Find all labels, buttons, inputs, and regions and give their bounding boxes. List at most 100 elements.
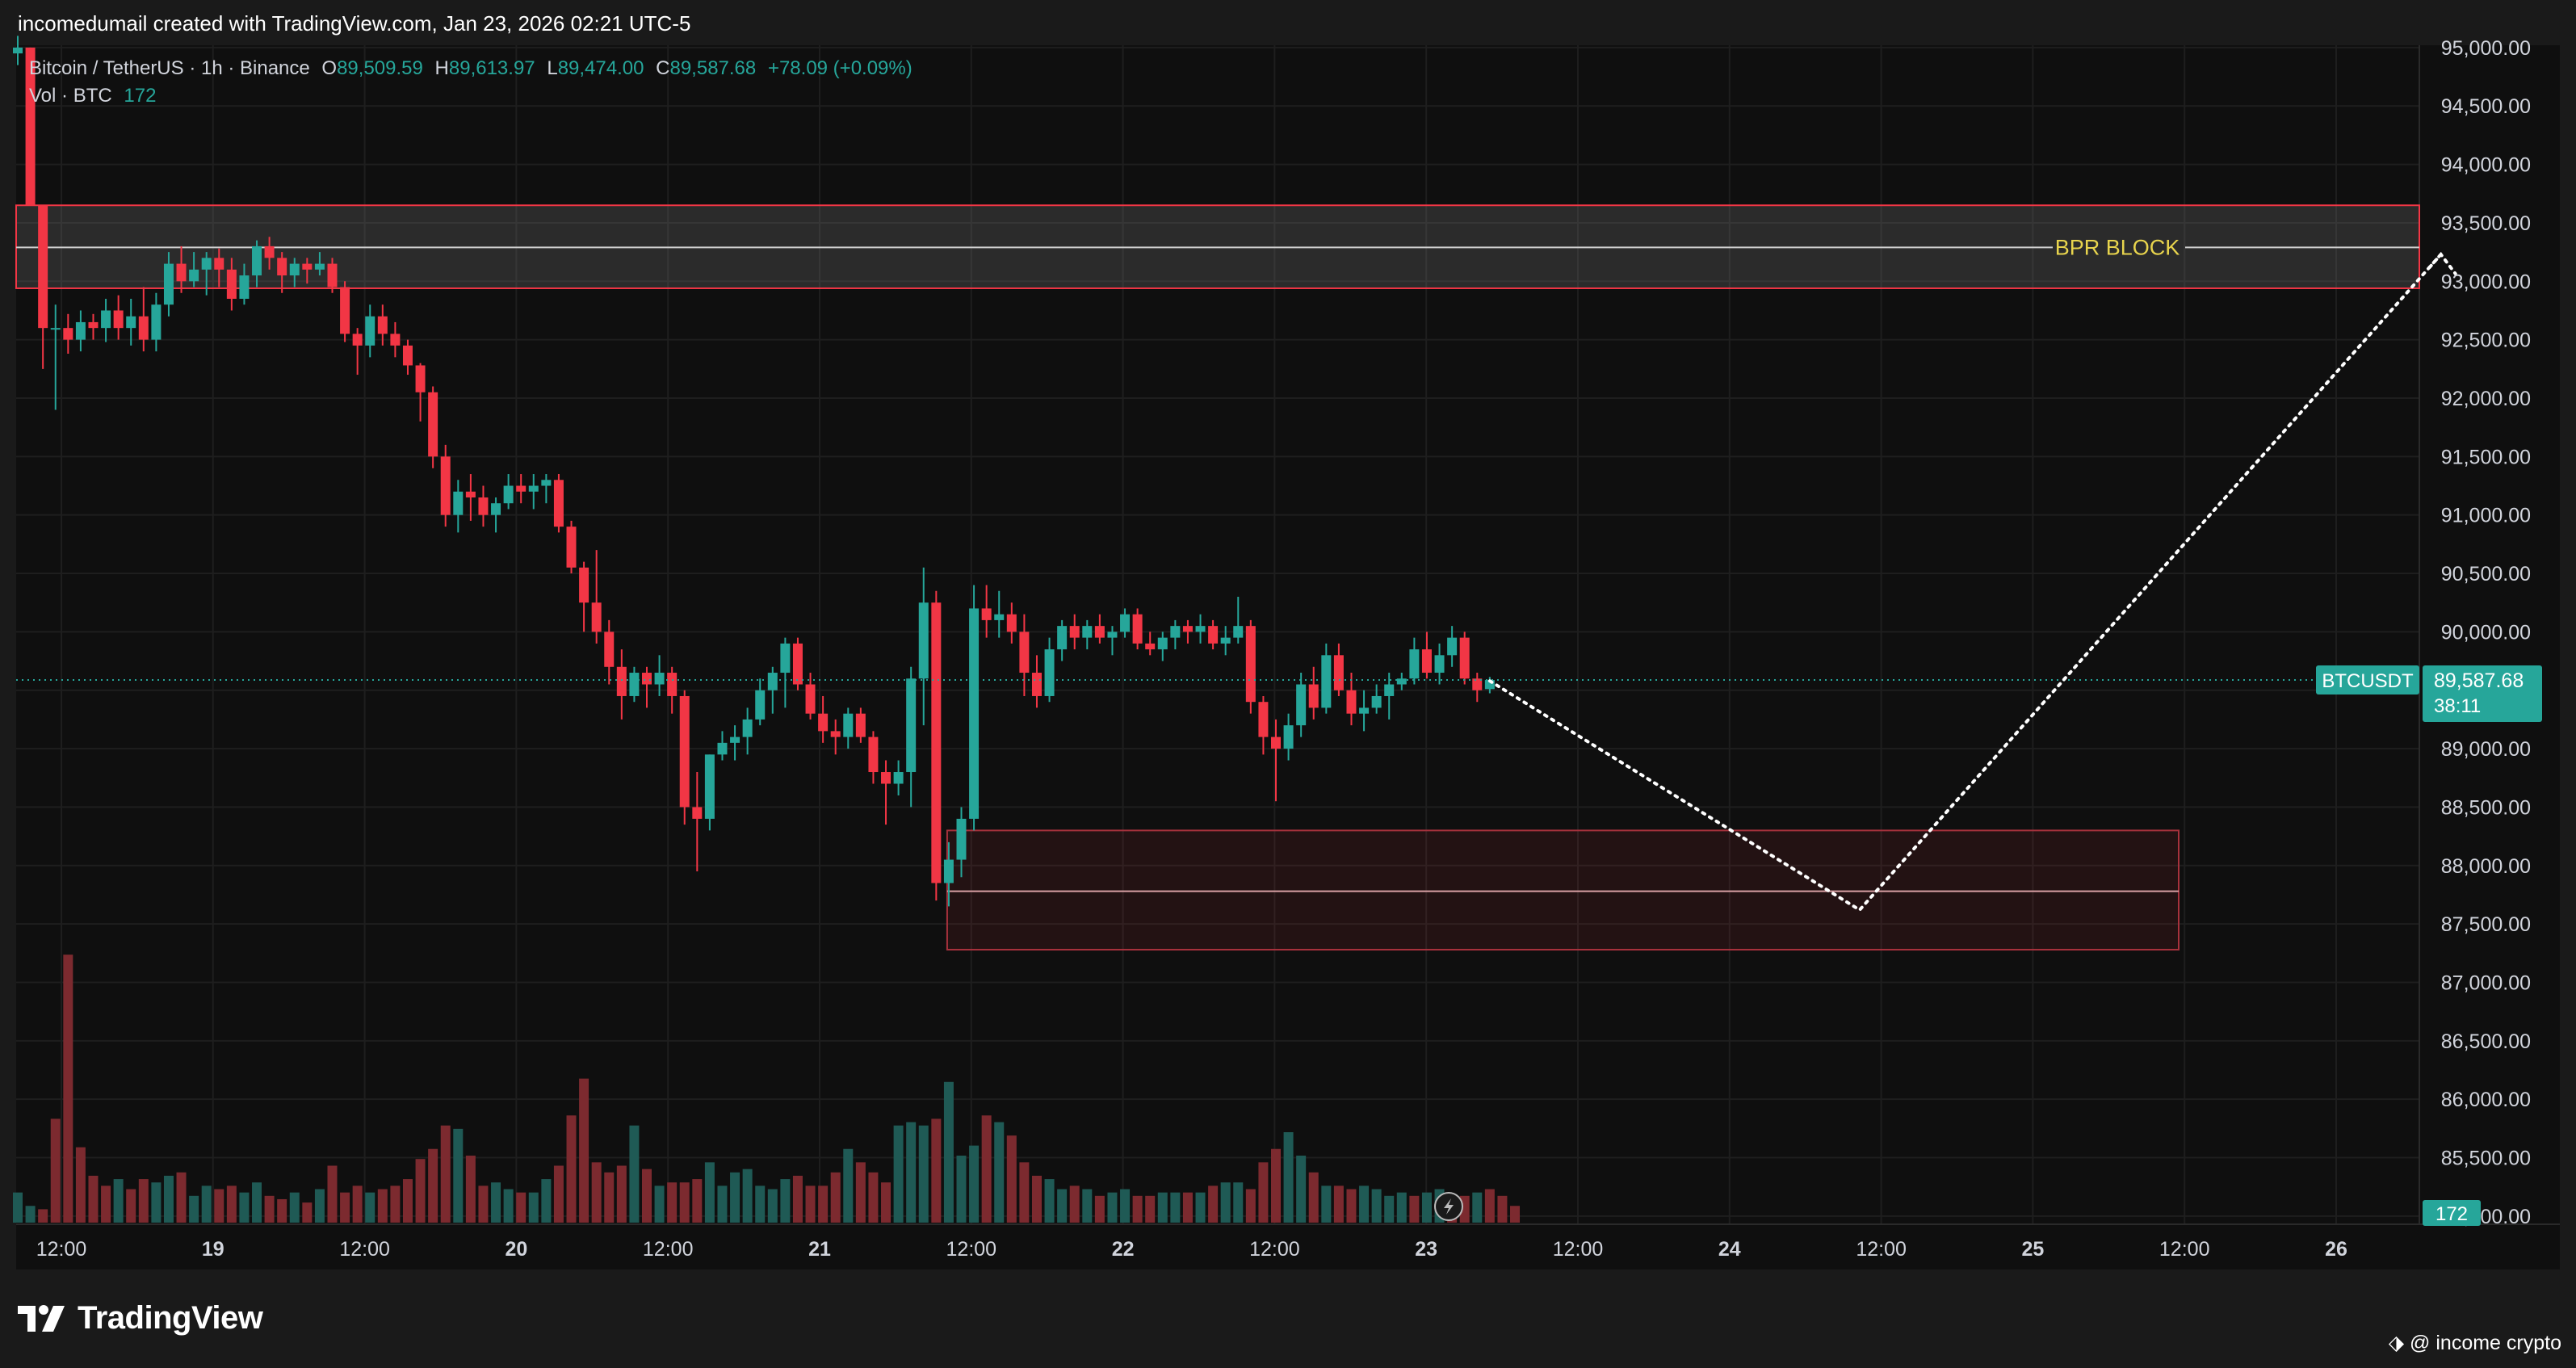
candle-body — [428, 392, 438, 457]
candle-body — [1195, 626, 1206, 632]
volume-bar — [503, 1189, 514, 1223]
volume-bar — [616, 1165, 627, 1223]
volume-bar — [151, 1182, 162, 1223]
volume-bar — [415, 1159, 426, 1223]
candle-body — [390, 334, 401, 346]
volume-bar — [465, 1156, 476, 1223]
candle-body — [918, 602, 929, 679]
candle-body — [893, 772, 904, 784]
volume-bar — [792, 1175, 803, 1223]
candle-body — [579, 567, 589, 603]
candle-body — [1472, 678, 1483, 690]
author-credit[interactable]: ⬗ @ income crypto — [2389, 1331, 2561, 1355]
chart-panel[interactable] — [16, 45, 2560, 1269]
volume-bar — [1082, 1189, 1093, 1223]
candle-body — [289, 263, 300, 276]
volume-bar — [38, 1209, 48, 1223]
volume-bar — [289, 1192, 300, 1223]
volume-bar — [314, 1189, 325, 1223]
volume-bar — [428, 1148, 438, 1223]
candle-body — [126, 316, 136, 329]
volume-bar — [340, 1192, 350, 1223]
volume-bar — [491, 1182, 501, 1223]
candle-body — [75, 321, 86, 340]
volume-bar — [1182, 1192, 1193, 1223]
tradingview-brand[interactable]: TradingView — [18, 1300, 263, 1337]
price-tick-label: 91,500.00 — [2441, 446, 2531, 468]
candle-body — [302, 263, 313, 270]
volume-value: 172 — [124, 85, 157, 107]
candle-body — [1170, 626, 1181, 638]
symbol-tag — [2316, 665, 2419, 695]
lightning-glyph — [1444, 1198, 1454, 1215]
candle-body — [478, 497, 489, 515]
candle-body — [1019, 632, 1030, 674]
candle-body — [1120, 614, 1131, 632]
grid-lines — [16, 45, 2560, 1225]
volume-tag-value: 172 — [2435, 1203, 2468, 1225]
volume-bar — [75, 1147, 86, 1223]
candle-body — [516, 485, 527, 492]
price-tick-label: 94,500.00 — [2441, 95, 2531, 118]
volume-bar — [881, 1182, 892, 1223]
volume-bar — [402, 1179, 413, 1223]
candle-body — [101, 310, 111, 329]
volume-bar — [566, 1115, 577, 1223]
candle-body — [642, 673, 652, 685]
volume-bar — [918, 1125, 929, 1223]
candle-body — [1484, 680, 1495, 690]
volume-bar — [252, 1182, 262, 1223]
volume-bar — [516, 1192, 527, 1223]
volume-bar — [1170, 1192, 1181, 1223]
price-tick-label: 86,000.00 — [2441, 1089, 2531, 1111]
time-tick-label: 21 — [808, 1238, 831, 1261]
volume-bar — [692, 1179, 703, 1223]
candle-body — [453, 491, 464, 515]
volume-bar — [956, 1156, 967, 1223]
volume-bar — [1497, 1195, 1508, 1223]
candle-body — [931, 602, 942, 883]
volume-bar — [1057, 1189, 1068, 1223]
price-tick-label: 92,000.00 — [2441, 388, 2531, 410]
bar-countdown: 38:11 — [2434, 695, 2481, 717]
candle-body — [1094, 626, 1105, 638]
price-tick-label: 88,000.00 — [2441, 855, 2531, 878]
price-tick-label: 88,500.00 — [2441, 796, 2531, 819]
candle-body — [264, 245, 275, 258]
volume-bar — [126, 1189, 136, 1223]
candle-body — [214, 258, 224, 270]
volume-bar — [629, 1125, 640, 1223]
high-value: 89,613.97 — [448, 57, 535, 79]
time-tick-label: 12:00 — [36, 1238, 87, 1261]
time-axis: 12:00 19 12:00 20 12:00 21 12:00 22 12:00 23 12:00… — [36, 1238, 2347, 1261]
candle-body — [1296, 684, 1307, 726]
volume-bar — [717, 1185, 728, 1223]
volume-bar — [239, 1192, 250, 1223]
candle-body — [1434, 655, 1445, 674]
volume-bar — [818, 1185, 829, 1223]
volume-bar — [1094, 1195, 1105, 1223]
volume-bar — [113, 1179, 124, 1223]
candle-body — [604, 632, 615, 667]
close-value: 89,587.68 — [669, 57, 757, 79]
candle-body — [465, 491, 476, 497]
candle-body — [1283, 725, 1294, 749]
price-tick-label: 92,500.00 — [2441, 329, 2531, 352]
legend-volume: Vol · BTC 172 — [29, 82, 913, 110]
volume-bar — [1384, 1195, 1395, 1223]
volume-bar — [1396, 1192, 1407, 1223]
volume-bar — [478, 1185, 489, 1223]
time-tick-label: 23 — [1415, 1238, 1437, 1261]
volume-bar — [1157, 1192, 1168, 1223]
close-label: C — [656, 57, 670, 79]
candle-body — [717, 742, 728, 755]
time-tick-label: 25 — [2021, 1238, 2044, 1261]
price-tick-label: 89,000.00 — [2441, 738, 2531, 761]
candle-body — [1069, 626, 1080, 638]
candle-body — [1107, 632, 1118, 638]
volume-bar — [1296, 1156, 1307, 1223]
candle-body — [767, 673, 778, 690]
candle-body — [176, 263, 187, 282]
volume-tag — [2423, 1200, 2481, 1226]
